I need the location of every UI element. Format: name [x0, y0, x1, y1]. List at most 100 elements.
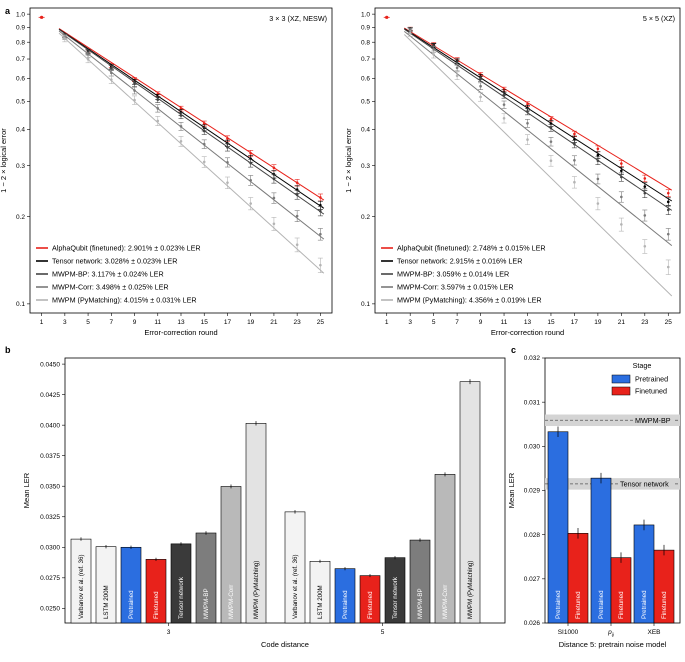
data-point: [272, 222, 276, 226]
data-point: [549, 126, 553, 130]
data-point: [156, 107, 160, 110]
data-point: [319, 203, 322, 207]
x-tick-label: 23: [641, 319, 649, 326]
data-point: [643, 191, 647, 195]
series-fit-line: [58, 29, 325, 215]
x-tick-label: 1: [40, 319, 44, 326]
bar-label: MWPM-BP: [203, 588, 210, 619]
panel-label: c: [511, 345, 516, 355]
y-tick-label: 0.028: [524, 532, 541, 539]
x-tick-label: 15: [547, 319, 555, 326]
x-tick-label: 17: [224, 319, 232, 326]
legend-entry: AlphaQubit (finetuned): 2.748% ± 0.015% …: [397, 244, 546, 253]
y-tick-label: 1.0: [361, 11, 370, 18]
x-tick-label: pij: [607, 629, 615, 638]
y-tick-label: 0.027: [524, 576, 541, 583]
x-axis-label: Error-correction round: [144, 328, 217, 337]
y-tick-label: 0.4: [16, 127, 25, 134]
data-point: [502, 93, 506, 97]
data-point: [549, 140, 553, 143]
data-point: [202, 160, 206, 164]
y-tick-label: 0.6: [361, 76, 370, 83]
bar-label: MWPM (PyMatching): [253, 561, 260, 619]
data-point: [202, 142, 206, 146]
chart-annotation: 5 × 5 (XZ): [643, 14, 675, 23]
legend-swatch: [611, 374, 631, 384]
data-point: [202, 129, 206, 133]
bar-label: Pretrained: [342, 590, 349, 619]
data-point: [295, 243, 299, 247]
legend-entry: Tensor network: 3.028% ± 0.023% LER: [52, 257, 177, 266]
data-point: [110, 66, 113, 70]
x-tick-label: 7: [109, 319, 113, 326]
x-tick-label: 13: [524, 319, 532, 326]
data-point: [526, 121, 529, 125]
data-point: [133, 89, 136, 92]
chart-a-5x5: 1 3 5 7 9 11 13 15 17 19 21 23 250.10.20.30.40.50.60…: [344, 7, 681, 337]
y-tick-label: 0.026: [524, 620, 541, 627]
series-fit-line: [58, 28, 325, 209]
y-tick-label: 0.030: [524, 444, 541, 451]
x-tick-label: 11: [154, 319, 161, 326]
data-point: [319, 209, 322, 213]
data-point: [526, 110, 529, 113]
panel-label: a: [5, 6, 11, 16]
data-point: [133, 98, 136, 102]
data-point: [643, 185, 647, 188]
data-point: [179, 125, 183, 128]
x-tick-label: 17: [571, 319, 579, 326]
y-tick-label: 0.4: [361, 127, 370, 134]
legend-entry: MWPM-Corr: 3.597% ± 0.015% LER: [397, 283, 514, 292]
x-tick-label: 19: [247, 319, 255, 326]
legend-entry: MWPM-BP: 3.117% ± 0.024% LER: [52, 270, 164, 279]
legend-entry: MWPM-BP: 3.059% ± 0.014% LER: [397, 270, 509, 279]
bar-label: Varbanov et al. (ref. 36): [78, 554, 85, 619]
x-tick-label: SI1000: [558, 629, 579, 636]
y-tick-label: 0.5: [16, 99, 25, 106]
y-tick-label: 0.0350: [40, 483, 60, 490]
data-point: [620, 169, 623, 173]
data-point: [479, 95, 482, 99]
data-point: [573, 132, 576, 136]
data-point: [179, 140, 183, 143]
series-fit-line: [58, 32, 325, 274]
data-point: [295, 193, 299, 197]
x-tick-label: 1: [385, 319, 389, 326]
data-point: [156, 92, 160, 96]
y-tick-label: 0.2: [16, 214, 25, 221]
x-tick-label: 9: [133, 319, 137, 326]
data-point: [479, 84, 482, 88]
data-point: [455, 66, 459, 70]
data-point: [249, 202, 252, 205]
x-tick-label: 23: [294, 319, 302, 326]
legend-swatch: [611, 386, 631, 396]
y-tick-label: 0.9: [361, 25, 370, 32]
data-point: [432, 48, 435, 51]
plot-frame: [29, 7, 333, 314]
x-tick-label: 5: [86, 319, 90, 326]
chart-a-3x3: 1 3 5 7 9 11 13 15 17 19 21 23 250.10.20.30.40.50.60…: [0, 6, 333, 337]
data-point: [156, 98, 160, 101]
y-tick-label: 0.0375: [40, 453, 60, 460]
legend-entry: MWPM (PyMatching): 4.356% ± 0.019% LER: [397, 296, 542, 305]
reference-label-bg: [618, 478, 673, 489]
bar-label: MWPM-Corr: [228, 585, 235, 619]
y-tick-label: 0.0425: [40, 392, 60, 399]
data-point: [226, 161, 229, 164]
x-tick-label: 3: [408, 319, 412, 326]
x-tick-label: 11: [501, 319, 508, 326]
bar-label: LSTM 200M: [317, 585, 324, 619]
bar-label: Pretrained: [641, 590, 648, 619]
data-point: [272, 196, 276, 200]
data-point: [319, 196, 322, 199]
y-tick-label: 1.0: [16, 11, 25, 18]
x-axis-label: Code distance: [261, 640, 309, 649]
chart-c: 0.026 0.027 0.028 0.029 0.030 0.031 0.032 c Mean…: [507, 345, 681, 649]
y-tick-label: 0.0400: [40, 422, 60, 429]
legend-entry: Pretrained: [635, 375, 668, 384]
x-tick-label: 3: [167, 629, 171, 636]
y-tick-label: 0.0450: [40, 361, 60, 368]
data-point: [596, 159, 600, 162]
bar-label: Varbanov et al. (ref. 36): [292, 554, 299, 619]
data-point: [526, 138, 529, 141]
